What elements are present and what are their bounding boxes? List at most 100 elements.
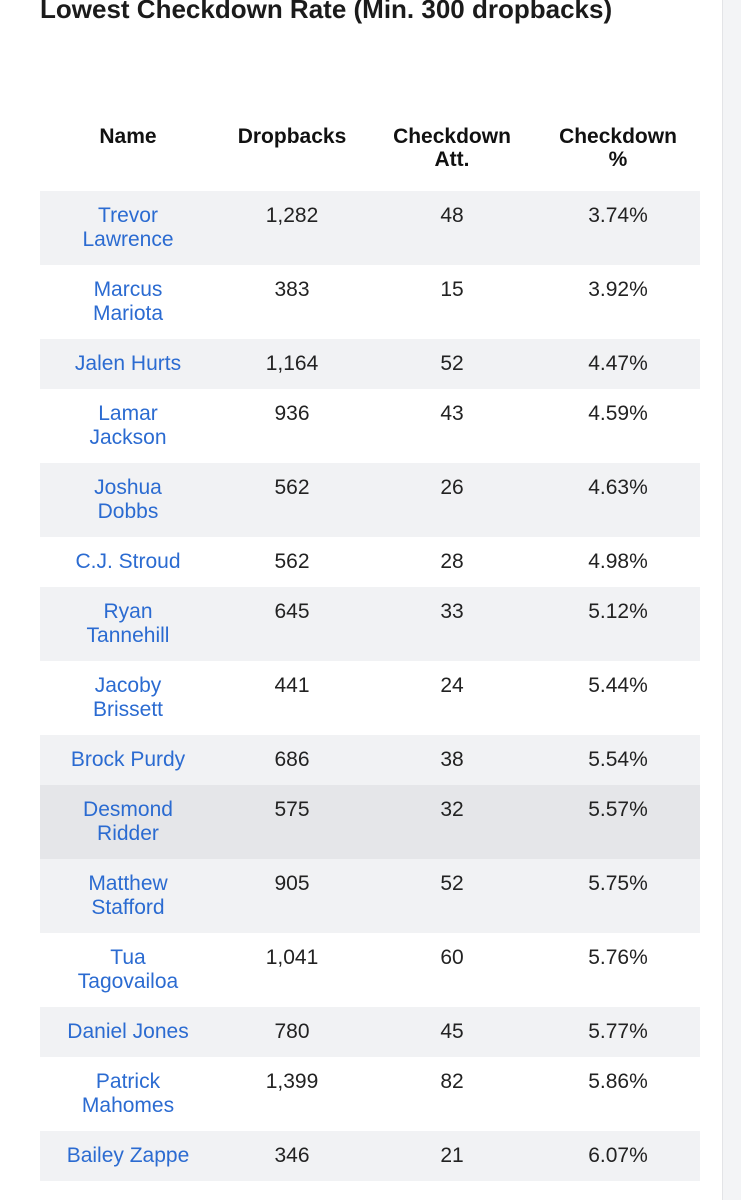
checkdown-att: 24	[440, 674, 464, 697]
checkdown-att: 33	[368, 587, 536, 661]
dropbacks: 905	[216, 859, 368, 933]
checkdown-pct: 5.86%	[588, 1070, 648, 1093]
table-row: Patrick Mahomes 1,399 82 5.86%	[40, 1057, 700, 1131]
dropbacks: 780	[216, 1007, 368, 1057]
checkdown-pct: 5.75%	[536, 859, 700, 933]
checkdown-att: 52	[368, 339, 536, 389]
checkdown-att: 38	[368, 735, 536, 785]
checkdown-pct: 3.92%	[588, 278, 648, 301]
checkdown-pct: 6.07%	[536, 1131, 700, 1181]
table-row: Brock Purdy 686 38 5.54%	[40, 735, 700, 785]
dropbacks: 936	[274, 402, 310, 425]
name-cell: Matthew Stafford	[40, 859, 216, 933]
dropbacks: 575	[216, 785, 368, 859]
dropbacks: 346	[216, 1131, 368, 1181]
dropbacks: 1,164	[216, 339, 368, 389]
dropbacks-header: Dropbacks	[237, 125, 347, 148]
player-link[interactable]: Jacoby Brissett	[92, 674, 163, 721]
checkdown-pct: 4.63%	[536, 463, 700, 537]
dropbacks: 562	[274, 550, 310, 573]
checkdown-att: 26	[368, 463, 536, 537]
checkdown-att: 48	[368, 191, 536, 265]
player-link[interactable]: Desmond Ridder	[83, 798, 173, 845]
dropbacks: 562	[216, 463, 368, 537]
table-row: Ryan Tannehill 645 33 5.12%	[40, 587, 700, 661]
checkdown-att: 15	[440, 278, 464, 301]
player-link[interactable]: Patrick Mahomes	[81, 1070, 175, 1117]
page-edge	[722, 0, 741, 1200]
table-row: Bailey Zappe 346 21 6.07%	[40, 1131, 700, 1181]
name-cell: Patrick Mahomes	[40, 1057, 216, 1131]
player-link[interactable]: Marcus Mariota	[92, 278, 164, 325]
checkdown-att: 45	[368, 1007, 536, 1057]
checkdown-att-header: Checkdown Att.	[393, 125, 511, 171]
checkdown-pct: 5.44%	[588, 674, 648, 697]
player-link[interactable]: Joshua Dobbs	[94, 476, 162, 523]
player-link[interactable]: Bailey Zappe	[66, 1144, 190, 1167]
table-row: Matthew Stafford 905 52 5.75%	[40, 859, 700, 933]
dropbacks: 441	[274, 674, 310, 697]
dropbacks: 383	[274, 278, 310, 301]
name-cell: Daniel Jones	[40, 1007, 216, 1057]
name-cell: Tua Tagovailoa	[40, 933, 216, 1007]
checkdown-pct: 4.59%	[588, 402, 648, 425]
table-title: Lowest Checkdown Rate (Min. 300 dropback…	[40, 0, 613, 24]
checkdown-pct: 5.54%	[536, 735, 700, 785]
name-cell: Trevor Lawrence	[40, 191, 216, 265]
player-link[interactable]: Trevor Lawrence	[82, 204, 174, 251]
name-cell: Marcus Mariota	[40, 265, 216, 339]
checkdown-att: 28	[440, 550, 464, 573]
checkdown-pct-header: Checkdown %	[559, 125, 677, 171]
player-link[interactable]: Daniel Jones	[67, 1020, 189, 1043]
table-row: Tua Tagovailoa 1,041 60 5.76%	[40, 933, 700, 1007]
table-row: Jalen Hurts 1,164 52 4.47%	[40, 339, 700, 389]
table-row: Desmond Ridder 575 32 5.57%	[40, 785, 700, 859]
checkdown-pct: 3.74%	[536, 191, 700, 265]
checkdown-att: 82	[440, 1070, 464, 1093]
dropbacks: 645	[216, 587, 368, 661]
name-cell: Bailey Zappe	[40, 1131, 216, 1181]
table-row: Marcus Mariota 383 15 3.92%	[40, 265, 700, 339]
table-row: C.J. Stroud 562 28 4.98%	[40, 537, 700, 587]
dropbacks: 1,282	[216, 191, 368, 265]
table-row: Trevor Lawrence 1,282 48 3.74%	[40, 191, 700, 265]
checkdown-att: 52	[368, 859, 536, 933]
table-row: Lamar Jackson 936 43 4.59%	[40, 389, 700, 463]
checkdown-att: 21	[368, 1131, 536, 1181]
checkdown-pct: 5.57%	[536, 785, 700, 859]
player-link[interactable]: Ryan Tannehill	[86, 600, 170, 647]
checkdown-att: 43	[440, 402, 464, 425]
table-row: Joshua Dobbs 562 26 4.63%	[40, 463, 700, 537]
player-link[interactable]: Lamar Jackson	[89, 402, 167, 449]
checkdown-pct: 5.76%	[588, 946, 648, 969]
checkdown-att: 60	[440, 946, 464, 969]
checkdown-pct: 4.47%	[536, 339, 700, 389]
player-link[interactable]: C.J. Stroud	[75, 550, 181, 573]
name-cell: Joshua Dobbs	[40, 463, 216, 537]
player-link[interactable]: Brock Purdy	[70, 748, 186, 771]
dropbacks: 1,041	[265, 946, 319, 969]
table-row: Daniel Jones 780 45 5.77%	[40, 1007, 700, 1057]
name-header: Name	[99, 125, 157, 148]
name-cell: Jalen Hurts	[40, 339, 216, 389]
name-cell: Desmond Ridder	[40, 785, 216, 859]
dropbacks: 1,399	[265, 1070, 319, 1093]
table-row: Jacoby Brissett 441 24 5.44%	[40, 661, 700, 735]
table-head: Name Dropbacks Checkdown Att. Checkdown %	[40, 120, 700, 191]
name-cell: Jacoby Brissett	[40, 661, 216, 735]
checkdown-att: 32	[368, 785, 536, 859]
checkdown-pct: 4.98%	[588, 550, 648, 573]
player-link[interactable]: Matthew Stafford	[88, 872, 168, 919]
checkdown-pct: 5.12%	[536, 587, 700, 661]
name-cell: C.J. Stroud	[40, 537, 216, 587]
header-row: Name Dropbacks Checkdown Att. Checkdown %	[40, 120, 700, 191]
player-link[interactable]: Jalen Hurts	[74, 352, 182, 375]
name-cell: Brock Purdy	[40, 735, 216, 785]
name-cell: Ryan Tannehill	[40, 587, 216, 661]
table-body: Trevor Lawrence 1,282 48 3.74% Marcus Mariot…	[40, 191, 700, 1181]
player-link[interactable]: Tua Tagovailoa	[77, 946, 179, 993]
checkdown-table: Name Dropbacks Checkdown Att. Checkdown % T…	[40, 120, 700, 1181]
dropbacks: 686	[216, 735, 368, 785]
